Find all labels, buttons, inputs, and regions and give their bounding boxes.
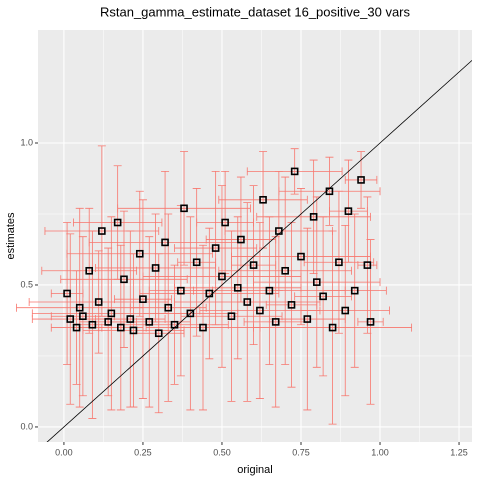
- point: [135, 249, 144, 258]
- point: [335, 258, 343, 267]
- x-error-bar: [117, 204, 251, 213]
- point: [281, 266, 289, 275]
- point: [303, 315, 312, 323]
- point: [88, 320, 97, 329]
- point: [211, 244, 220, 252]
- x-axis-label: original: [237, 464, 272, 476]
- x-tick-label: 0.00: [55, 447, 73, 457]
- point: [233, 284, 242, 292]
- point: [328, 323, 337, 332]
- y-axis-label: estimates: [5, 212, 17, 260]
- x-error-bar: [300, 306, 390, 315]
- x-tick-label: 1.00: [371, 447, 389, 457]
- point: [218, 272, 226, 281]
- x-error-bar: [357, 261, 378, 270]
- point: [151, 264, 160, 272]
- point: [249, 261, 258, 269]
- x-error-bar: [174, 244, 258, 253]
- x-tick-label: 0.25: [134, 447, 152, 457]
- point: [63, 289, 71, 298]
- point: [85, 266, 94, 275]
- point: [164, 303, 173, 312]
- point: [221, 218, 229, 227]
- point: [72, 323, 81, 332]
- point: [75, 303, 84, 312]
- x-error-bar: [246, 167, 343, 176]
- x-error-bar: [256, 212, 371, 221]
- x-error-bar: [357, 317, 384, 326]
- y-tick-label: 0.5: [20, 279, 33, 289]
- point: [94, 298, 103, 306]
- point: [154, 329, 163, 338]
- x-error-bar: [344, 175, 378, 184]
- point: [104, 318, 112, 326]
- point: [107, 309, 116, 318]
- point: [271, 318, 280, 326]
- x-tick-label: 0.50: [213, 447, 231, 457]
- point: [180, 204, 188, 213]
- panel: [38, 30, 472, 442]
- point: [256, 306, 264, 315]
- point: [113, 218, 122, 227]
- chart-title: Rstan_gamma_estimate_dataset 16_positive…: [100, 4, 411, 19]
- point: [357, 176, 365, 184]
- x-error-bar: [253, 323, 413, 332]
- point: [227, 312, 236, 321]
- x-error-bar: [218, 195, 308, 204]
- point: [350, 286, 359, 295]
- point: [129, 326, 138, 335]
- x-error-bar: [253, 278, 381, 287]
- point: [344, 207, 353, 215]
- point: [126, 315, 135, 323]
- point: [145, 318, 154, 326]
- y-tick-label: 1.0: [20, 137, 33, 147]
- point: [161, 238, 169, 247]
- point: [259, 195, 267, 204]
- point: [309, 213, 318, 221]
- point: [98, 227, 106, 235]
- point: [177, 286, 185, 295]
- x-error-bar: [73, 218, 163, 227]
- x-error-bar: [114, 295, 172, 304]
- point: [265, 286, 274, 295]
- point: [79, 312, 87, 321]
- point: [192, 258, 201, 267]
- y-tick-label: 0.0: [20, 421, 33, 431]
- point: [363, 261, 372, 269]
- point: [117, 323, 125, 332]
- point: [199, 323, 207, 332]
- point: [237, 235, 245, 244]
- point: [139, 295, 147, 303]
- x-tick-label: 1.25: [450, 447, 468, 457]
- point: [366, 318, 375, 326]
- point: [297, 252, 305, 261]
- x-tick-label: 0.75: [292, 447, 310, 457]
- reference-line: [46, 60, 472, 442]
- point: [319, 292, 327, 301]
- point: [120, 275, 128, 284]
- point: [341, 306, 350, 315]
- point: [66, 315, 75, 323]
- point: [290, 167, 299, 176]
- point: [312, 278, 321, 286]
- x-error-bar: [278, 187, 381, 196]
- point: [287, 301, 296, 309]
- point: [243, 298, 252, 306]
- point: [186, 309, 195, 318]
